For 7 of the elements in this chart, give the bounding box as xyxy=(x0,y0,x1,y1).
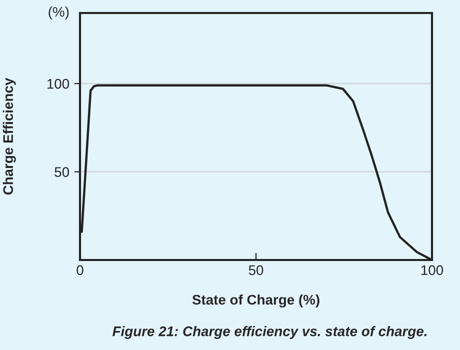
x-axis-title: State of Charge (%) xyxy=(192,294,320,308)
x-tick-label: 0 xyxy=(76,265,84,276)
y-axis-title: Charge Efficiency xyxy=(2,78,16,195)
caption: Figure 21: Charge efficiency vs. state of charge. xyxy=(112,326,427,339)
x-tick-label: 50 xyxy=(248,265,264,276)
text: (%) xyxy=(48,6,69,20)
x-tick-label: 100 xyxy=(421,265,444,276)
